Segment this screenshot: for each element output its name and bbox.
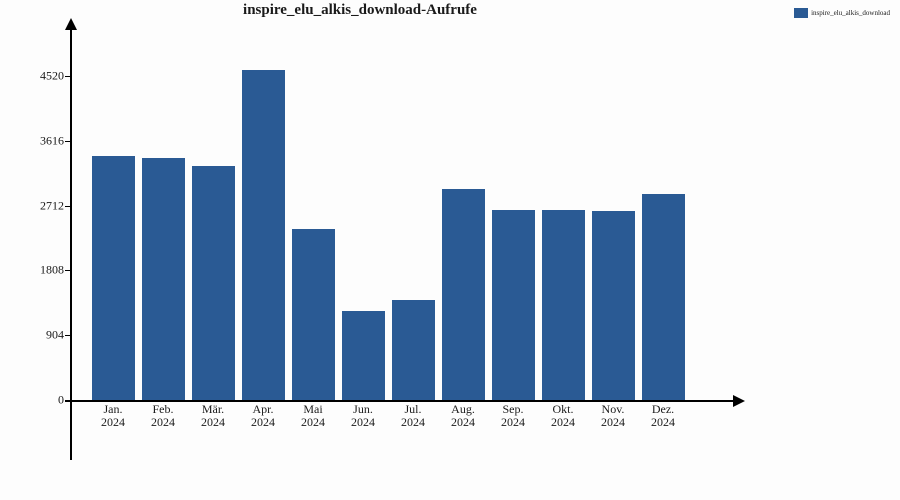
y-tick-mark [65,141,70,142]
chart-canvas: inspire_elu_alkis_download-Aufrufe inspi… [0,0,900,500]
bar [492,210,535,400]
bar [192,166,235,400]
bar [442,189,485,401]
x-tick-label: Nov.2024 [601,400,625,429]
x-tick-label: Mär.2024 [201,400,225,429]
y-tick-mark [65,76,70,77]
bar [142,158,185,400]
legend: inspire_elu_alkis_download [794,8,890,18]
chart-title: inspire_elu_alkis_download-Aufrufe [0,2,720,19]
x-tick-label: Jun.2024 [351,400,375,429]
x-tick-label: Mai2024 [301,400,325,429]
bar [242,70,285,400]
x-tick-label: Jul.2024 [401,400,425,429]
legend-swatch [794,8,808,18]
x-tick-label: Okt.2024 [551,400,575,429]
bar [292,229,335,400]
bar [342,311,385,400]
plot-area: 09041808271236164520 Jan.2024Feb.2024Mär… [70,20,730,420]
x-tick-label: Aug.2024 [451,400,475,429]
bar [542,210,585,400]
bar [92,156,135,400]
y-axis-arrow [65,18,77,30]
x-tick-label: Jan.2024 [101,400,125,429]
y-tick-mark [65,335,70,336]
y-tick-mark [65,270,70,271]
bar [592,211,635,400]
y-tick-mark [65,206,70,207]
x-tick-label: Apr.2024 [251,400,275,429]
bar [392,300,435,400]
y-tick-mark [65,400,70,401]
legend-label: inspire_elu_alkis_download [811,9,890,17]
x-tick-label: Sep.2024 [501,400,525,429]
x-axis-arrow [733,395,745,407]
y-axis [70,20,72,460]
x-tick-label: Dez.2024 [651,400,675,429]
bar [642,194,685,400]
x-tick-label: Feb.2024 [151,400,175,429]
